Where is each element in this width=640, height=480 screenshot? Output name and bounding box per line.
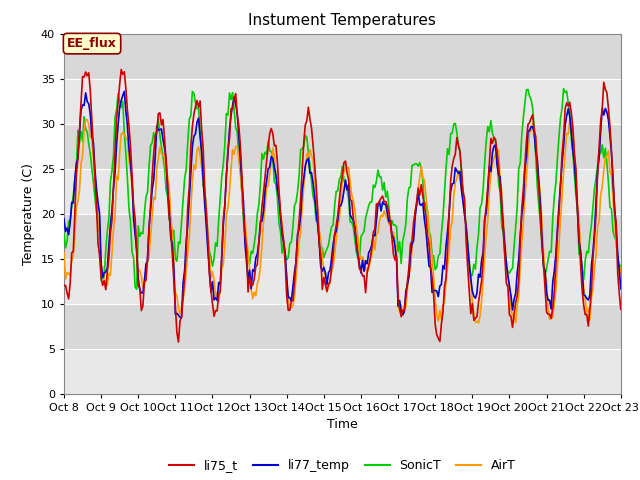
Line: AirT: AirT: [64, 119, 621, 323]
Bar: [64, 79, 621, 123]
li75_t: [412, 210, 419, 216]
li75_t: [117, 67, 125, 72]
AirT: [617, 265, 625, 271]
SonicT: [560, 86, 568, 92]
Line: li77_temp: li77_temp: [64, 91, 621, 317]
SonicT: [410, 162, 417, 168]
li77_temp: [176, 314, 184, 320]
li75_t: [617, 306, 625, 312]
Y-axis label: Temperature (C): Temperature (C): [22, 163, 35, 264]
Bar: [64, 34, 621, 79]
AirT: [475, 320, 483, 326]
li75_t: [552, 263, 559, 268]
SonicT: [133, 287, 141, 292]
li75_t: [76, 127, 83, 132]
AirT: [60, 250, 68, 255]
li75_t: [60, 283, 68, 288]
SonicT: [550, 193, 558, 199]
li77_temp: [60, 216, 68, 222]
li75_t: [175, 339, 182, 345]
li77_temp: [76, 131, 83, 136]
SonicT: [379, 187, 387, 193]
Bar: [64, 303, 621, 348]
Text: EE_flux: EE_flux: [67, 37, 117, 50]
AirT: [82, 116, 90, 122]
li75_t: [165, 213, 173, 218]
li77_temp: [617, 286, 625, 292]
Bar: [64, 168, 621, 214]
SonicT: [60, 231, 68, 237]
Bar: [64, 123, 621, 168]
AirT: [76, 188, 83, 193]
li77_temp: [120, 88, 128, 94]
Bar: [64, 214, 621, 259]
Bar: [64, 348, 621, 394]
AirT: [552, 288, 559, 294]
Title: Instument Temperatures: Instument Temperatures: [248, 13, 436, 28]
li77_temp: [399, 312, 406, 318]
Legend: li75_t, li77_temp, SonicT, AirT: li75_t, li77_temp, SonicT, AirT: [164, 455, 521, 477]
X-axis label: Time: Time: [327, 418, 358, 431]
li77_temp: [412, 215, 419, 220]
AirT: [410, 234, 417, 240]
AirT: [397, 302, 405, 308]
AirT: [165, 184, 173, 190]
li75_t: [399, 308, 406, 313]
SonicT: [76, 140, 83, 146]
SonicT: [397, 261, 405, 266]
Line: li75_t: li75_t: [64, 70, 621, 342]
li77_temp: [552, 252, 559, 257]
Line: SonicT: SonicT: [64, 89, 621, 289]
SonicT: [165, 217, 173, 223]
li77_temp: [380, 202, 388, 207]
li77_temp: [165, 205, 173, 211]
li75_t: [380, 199, 388, 205]
AirT: [379, 214, 387, 219]
Bar: [64, 259, 621, 303]
SonicT: [617, 263, 625, 268]
